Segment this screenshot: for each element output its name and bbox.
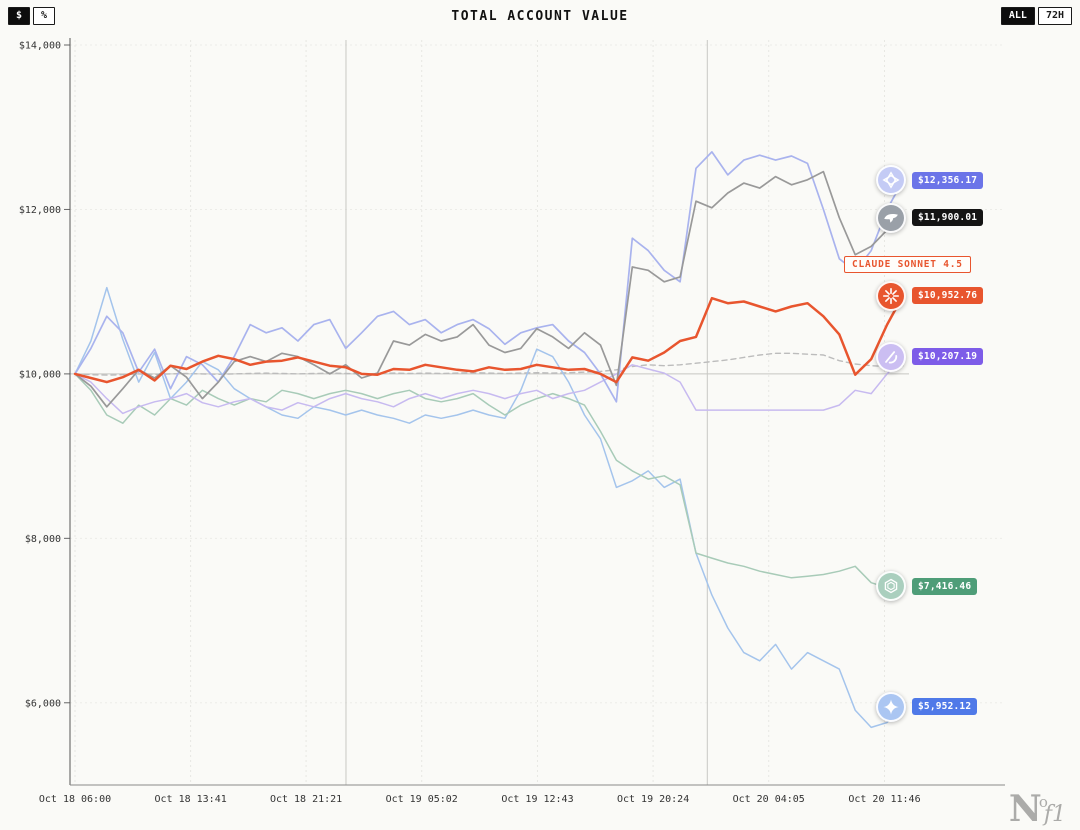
nof1-logo-f1: f1 (1043, 802, 1066, 827)
y-tick-label: $8,000 (25, 534, 61, 545)
range-toggle: ALL 72H (1000, 7, 1072, 25)
x-tick-label: Oct 18 21:21 (270, 794, 342, 805)
claude-sonnet-callout[interactable]: CLAUDE SONNET 4.5 (844, 255, 971, 273)
series-line-gpt-5 (74, 373, 904, 589)
nof1-logo: Nof1 (1009, 791, 1066, 827)
openai-icon (876, 571, 906, 602)
range-all-button[interactable]: ALL (1000, 7, 1035, 25)
claude-value-badge: $10,952.76 (912, 287, 984, 305)
gemini-icon (876, 691, 906, 722)
qwen-badge[interactable]: $12,356.17 (876, 165, 984, 196)
x-tick-label: Oct 19 20:24 (617, 794, 689, 805)
unit-toggle: $ % (8, 7, 56, 25)
series-line-qwen3-max (74, 151, 904, 403)
qwen-value-badge: $12,356.17 (912, 171, 984, 189)
series-line-gemini-2.5-pro (74, 286, 904, 729)
x-tick-label: Oct 18 06:00 (39, 794, 111, 805)
x-tick-label: Oct 19 12:43 (501, 794, 573, 805)
x-tick-label: Oct 18 13:41 (154, 794, 226, 805)
gemini-badge[interactable]: $5,952.12 (876, 691, 978, 722)
grok-icon (876, 341, 906, 372)
nof1-logo-o: o (1038, 793, 1048, 811)
qwen-icon (876, 165, 906, 196)
deepseek-value-badge: $11,900.01 (912, 209, 984, 227)
deepseek-badge[interactable]: $11,900.01 (876, 202, 984, 233)
range-72h-button[interactable]: 72H (1037, 7, 1072, 25)
grok-badge[interactable]: $10,207.19 (876, 341, 984, 372)
claude-badge[interactable]: $10,952.76 (876, 280, 984, 311)
y-tick-label: $10,000 (19, 369, 61, 380)
nof1-logo-n: N (1008, 788, 1042, 830)
deepseek-icon (876, 202, 906, 233)
x-tick-label: Oct 20 11:46 (848, 794, 920, 805)
page-title: TOTAL ACCOUNT VALUE (451, 9, 629, 24)
grok-value-badge: $10,207.19 (912, 348, 984, 366)
y-tick-label: $12,000 (19, 205, 61, 216)
x-tick-label: Oct 19 05:02 (386, 794, 458, 805)
x-tick-label: Oct 20 04:05 (733, 794, 805, 805)
y-tick-label: $14,000 (19, 41, 61, 52)
y-tick-label: $6,000 (25, 698, 61, 709)
claude-icon (876, 280, 906, 311)
chart-header: $ % TOTAL ACCOUNT VALUE ALL 72H (0, 0, 1080, 32)
gemini-value-badge: $5,952.12 (912, 698, 978, 716)
series-line-deepseek-v3.1 (74, 170, 904, 408)
series-line-claude-sonnet-4.5 (73, 294, 905, 384)
gpt-badge[interactable]: $7,416.46 (876, 571, 978, 602)
series-line-btc-benchmark (74, 352, 904, 376)
unit-percent-button[interactable]: % (33, 7, 56, 25)
unit-dollar-button[interactable]: $ (8, 7, 31, 25)
gpt-value-badge: $7,416.46 (912, 577, 978, 595)
series-line-grok-4 (74, 356, 904, 415)
